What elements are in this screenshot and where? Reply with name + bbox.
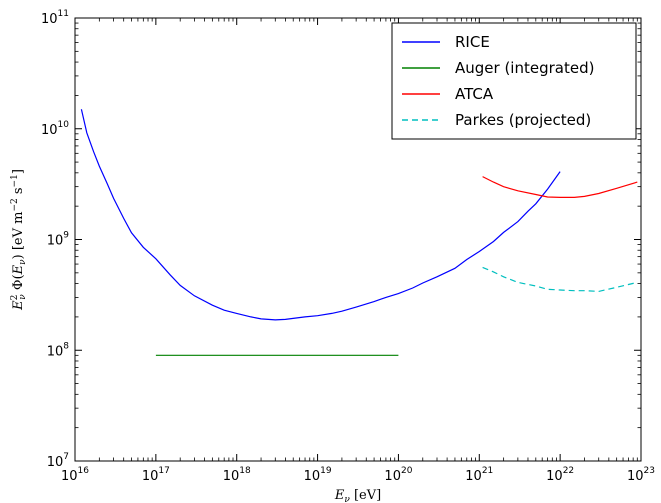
legend: RICE Auger (integrated) ATCA Parkes (projec…	[391, 22, 637, 140]
series-line-0	[80, 109, 561, 321]
series-group	[80, 109, 638, 356]
x-tick-label: 1019	[304, 466, 332, 484]
x-axis-label: Eν [eV]	[334, 488, 381, 503]
x-tick-label: 1022	[546, 466, 574, 484]
y-tick-label: 107	[47, 452, 69, 470]
x-tick-label: 1016	[61, 466, 89, 484]
series-line-3	[482, 266, 638, 293]
legend-label-1: Auger (integrated)	[455, 59, 594, 77]
y-tick-label: 1011	[41, 9, 69, 27]
y-tick-label: 109	[47, 231, 70, 249]
x-tick-label: 1023	[627, 466, 655, 484]
legend-label-2: ATCA	[455, 85, 494, 103]
legend-label-3: Parkes (projected)	[455, 111, 591, 129]
x-tick-label: 1020	[384, 466, 412, 484]
series-line-2	[482, 176, 638, 198]
x-tick-label: 1017	[142, 466, 170, 484]
y-tick-label: 1010	[41, 120, 69, 138]
y-tick-label: 108	[47, 341, 70, 359]
y-axis-label: E2ν Φ(Eν) [eV m−2 s−1]	[10, 169, 28, 311]
legend-label-0: RICE	[455, 33, 490, 51]
x-tick-label: 1021	[465, 466, 493, 484]
x-tick-label: 1018	[223, 466, 251, 484]
ticks-group: 1016 1017 1018 1019 1020 1021 1022 1023 107 108 10…	[41, 9, 655, 484]
